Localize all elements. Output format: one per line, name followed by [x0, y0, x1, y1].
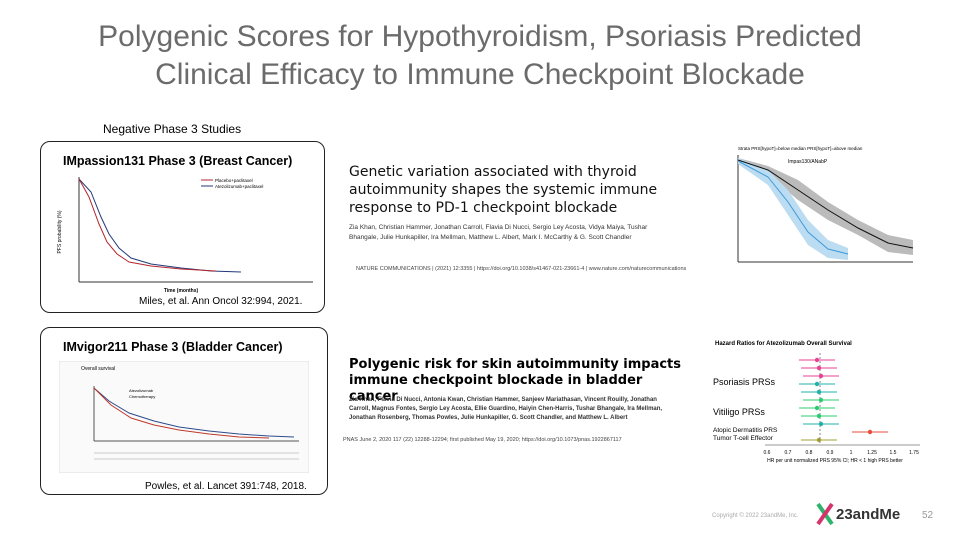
forest-plot: Hazard Ratios for Atezolizumab Overall S… [713, 341, 920, 464]
tick-label: 1 [850, 450, 853, 456]
journal: PNAS June 2, 2020 117 (22) 12288-12294; … [343, 437, 622, 443]
estimate-dot [816, 365, 822, 371]
title: Polygenic Scores for Hypothyroidism, Pso… [98, 20, 862, 53]
estimate-dot [814, 357, 820, 363]
legend: Strata PRS[hypoT]=below median PRS[hypoT… [738, 146, 863, 151]
legend: Chemotherapy [129, 394, 155, 399]
legend: Atezolizumab+paclitaxel [215, 184, 263, 189]
tick-label: 1.75 [909, 450, 919, 456]
page-number: 52 [922, 510, 934, 521]
estimate-dot [814, 381, 820, 387]
legend: Placebo+paclitaxel [215, 178, 253, 183]
km-chart: Overall survival Atezolizumab Chemothera… [59, 361, 309, 473]
study-title: IMvigor211 Phase 3 (Bladder Cancer) [63, 340, 283, 354]
km-panel: Strata PRS[hypoT]=below median PRS[hypoT… [737, 146, 914, 263]
citation: Miles, et al. Ann Oncol 32:994, 2021. [139, 296, 303, 307]
authors: Zia Khan, Flavia Di Nucci, Antonia Kwan,… [349, 397, 663, 421]
forest-title: Hazard Ratios for Atezolizumab Overall S… [715, 341, 852, 347]
study-title: IMpassion131 Phase 3 (Breast Cancer) [63, 154, 293, 168]
estimate-dot [867, 429, 873, 435]
axis-label: PFS probability (%) [57, 210, 63, 253]
group-label: Vitiligo PRSs [713, 407, 765, 417]
authors: Zia Khan, Christian Hammer, Jonathan Car… [349, 224, 648, 241]
tick-label: 0.8 [806, 450, 813, 456]
estimate-dot [814, 405, 820, 411]
estimate-dot [818, 373, 824, 379]
estimate-dot [816, 437, 822, 443]
estimate-dot [816, 413, 822, 419]
tick-label: 0.9 [827, 450, 834, 456]
section-label: Negative Phase 3 Studies [103, 122, 242, 136]
panel-label: Overall survival [81, 366, 115, 372]
citation: Powles, et al. Lancet 391:748, 2018. [145, 481, 307, 492]
estimate-dot [816, 389, 822, 395]
group-label: Psoriasis PRSs [713, 377, 776, 387]
km-chart: Placebo+paclitaxel Atezolizumab+paclitax… [57, 177, 313, 294]
tick-label: 0.7 [785, 450, 792, 456]
tick-label: 0.6 [764, 450, 771, 456]
logo: 23andMe [836, 506, 901, 523]
journal: NATURE COMMUNICATIONS | (2021) 12:3355 |… [356, 266, 687, 272]
study-box: IMvigor211 Phase 3 (Bladder Cancer) Over… [40, 327, 328, 495]
estimate-dot [818, 421, 824, 427]
title: Clinical Efficacy to Immune Checkpoint B… [155, 58, 805, 91]
paper-title: Polygenic risk for skin autoimmunity imp… [349, 357, 682, 404]
study-box: IMpassion131 Phase 3 (Breast Cancer) Pla… [40, 141, 325, 313]
estimate-dot [818, 397, 824, 403]
axis-label: Time (months) [164, 288, 199, 294]
axis-label: HR per unit normalized PRS 95% CI; HR < … [767, 458, 903, 464]
group-label: Atopic Dermatitis PRS [713, 427, 778, 434]
legend: Atezolizumab [129, 388, 154, 393]
panel-label: Impas130/ANabP [788, 159, 828, 165]
logo-mark [816, 502, 834, 526]
group-label: Tumor T-cell Effector [713, 435, 774, 442]
copyright: Copyright © 2022 23andMe, Inc. [712, 513, 799, 519]
paper-title: Genetic variation associated with thyroi… [349, 164, 658, 216]
tick-label: 1.5 [890, 450, 897, 456]
tick-label: 1.25 [867, 450, 877, 456]
